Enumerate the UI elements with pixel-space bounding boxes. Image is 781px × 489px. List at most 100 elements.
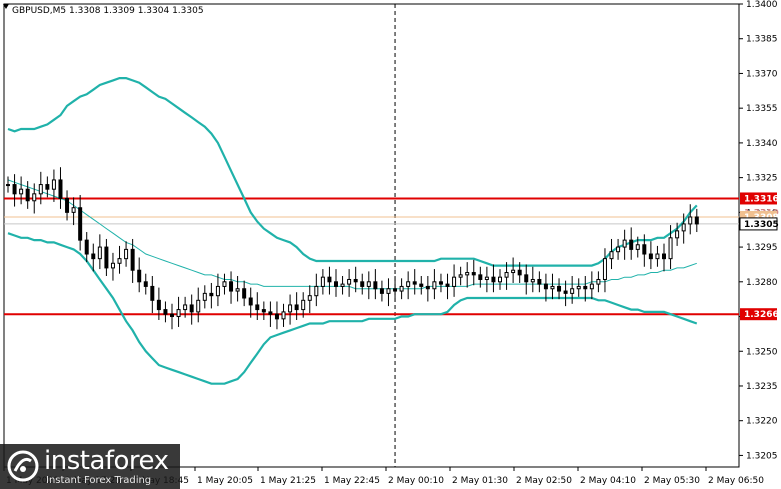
candle [484, 266, 489, 293]
candle-body [517, 269, 522, 276]
watermark-brand: instaforex [44, 446, 169, 476]
candle-body [484, 276, 489, 280]
candle [84, 232, 89, 263]
candle-body [642, 244, 647, 255]
candle-body [602, 258, 607, 280]
candle [170, 303, 174, 330]
y-tick-label: 1.3280 [746, 278, 778, 288]
y-tick-label: 1.3340 [746, 139, 778, 149]
candle [97, 234, 102, 270]
candle-body [524, 274, 529, 283]
instaforex-logo-icon [7, 450, 39, 482]
candle [537, 271, 542, 293]
candle [688, 204, 693, 235]
candle [255, 292, 260, 320]
candle-body [229, 281, 234, 292]
candle-body [104, 246, 109, 269]
candle-body [379, 288, 384, 294]
candle-body [143, 281, 148, 287]
candle-body [399, 285, 404, 292]
candle-body [694, 216, 699, 225]
candle-body [170, 313, 174, 318]
candle-body [189, 304, 194, 313]
price-tag-level: 1.3266 [740, 308, 779, 321]
candle [517, 262, 522, 283]
middle-band-line [7, 179, 697, 290]
candle [596, 271, 601, 293]
candle [189, 294, 194, 325]
candle [609, 238, 614, 270]
candle-body [498, 276, 502, 283]
candle [504, 262, 509, 290]
candle-body [65, 197, 70, 213]
x-tick-label: 2 May 05:30 [644, 476, 700, 486]
x-tick-label: 2 May 04:10 [580, 476, 636, 486]
candle [379, 280, 384, 302]
candle-body [583, 285, 588, 290]
candle [6, 176, 10, 193]
candle [642, 234, 647, 267]
candle [242, 280, 247, 307]
candle-body [110, 262, 115, 269]
y-tick-label: 1.3295 [746, 243, 778, 253]
chart-grid [3, 3, 740, 468]
candle [602, 248, 607, 293]
candle [399, 278, 404, 300]
candle [445, 273, 450, 300]
candle [202, 285, 207, 309]
candle [366, 271, 371, 300]
candle [563, 280, 568, 307]
candle [681, 213, 686, 244]
candle [32, 183, 37, 214]
candle [583, 276, 588, 302]
candle-body [563, 290, 568, 294]
candle [419, 276, 424, 295]
candle [393, 276, 398, 302]
candle-body [58, 179, 63, 199]
y-tick-label: 1.3325 [746, 174, 778, 184]
candle [222, 273, 227, 295]
symbol-dropdown-icon[interactable] [3, 4, 9, 9]
instaforex-watermark: instaforex Instant Forex Trading [0, 444, 180, 489]
candle [635, 236, 640, 258]
candle [406, 271, 411, 300]
candle [438, 273, 443, 293]
y-tick-label: 1.3235 [746, 382, 778, 392]
candle-body [504, 272, 509, 278]
candle-body [97, 246, 102, 260]
candle [576, 278, 581, 297]
price-tag-current: 1.3305 [739, 217, 779, 231]
candle [301, 292, 306, 318]
candle-body [662, 253, 666, 260]
candle-body [530, 278, 535, 283]
candle-body [648, 253, 653, 260]
candle-body [215, 285, 220, 297]
candlesticks [6, 167, 699, 330]
candle-body [688, 216, 693, 225]
candle-body [452, 276, 457, 287]
candle-body [347, 278, 352, 285]
candle [65, 190, 70, 221]
candle-body [248, 297, 253, 306]
y-tick-label: 1.3370 [746, 69, 778, 79]
candle [12, 174, 17, 207]
candle-body [176, 309, 181, 318]
candle [288, 294, 293, 325]
candle [622, 229, 627, 260]
candle [360, 273, 365, 295]
candle [570, 276, 575, 304]
candle [137, 257, 142, 293]
candle-body [261, 309, 266, 313]
candle-body [45, 184, 50, 190]
candle-body [327, 276, 332, 283]
candle-body [668, 237, 673, 260]
level-lines [4, 197, 739, 316]
candle-body [314, 285, 319, 297]
candle-body [537, 278, 542, 285]
candle-body [117, 258, 122, 264]
candle-body [458, 274, 463, 278]
candle-body [25, 188, 30, 202]
candle-body [124, 248, 129, 260]
